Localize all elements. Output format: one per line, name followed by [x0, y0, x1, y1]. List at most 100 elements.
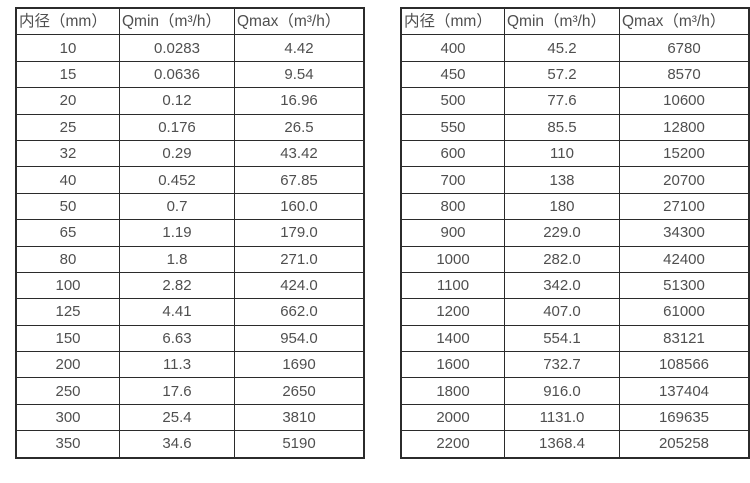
- table-row: 1400 554.1 83121: [400, 324, 750, 353]
- qmax-cell: 3810: [234, 403, 365, 432]
- diameter-cell: 40: [15, 166, 120, 194]
- diameter-cell: 1200: [400, 298, 505, 326]
- table-row: 25 0.176 26.5: [15, 113, 365, 141]
- qmin-cell: 1.8: [119, 245, 235, 273]
- diameter-cell: 1000: [400, 245, 505, 273]
- diameter-cell: 125: [15, 298, 120, 326]
- qmin-cell: 25.4: [119, 403, 235, 432]
- diameter-cell: 15: [15, 60, 120, 89]
- diameter-column-header: 内径（mm）: [400, 7, 505, 36]
- diameter-cell: 20: [15, 87, 120, 115]
- header-row: 内径（mm） Qmin（m³/h） Qmax（m³/h）: [400, 7, 750, 36]
- qmin-cell: 180: [504, 192, 620, 221]
- qmax-cell: 27100: [619, 192, 750, 221]
- qmax-cell: 83121: [619, 324, 750, 353]
- diameter-cell: 200: [15, 351, 120, 379]
- diameter-cell: 350: [15, 430, 120, 459]
- qmax-cell: 67.85: [234, 166, 365, 194]
- qmin-cell: 11.3: [119, 351, 235, 379]
- qmax-cell: 169635: [619, 403, 750, 432]
- table-row: 150 6.63 954.0: [15, 324, 365, 353]
- diameter-cell: 1100: [400, 271, 505, 300]
- qmin-cell: 1368.4: [504, 430, 620, 459]
- qmax-cell: 43.42: [234, 139, 365, 168]
- qmin-cell: 2.82: [119, 271, 235, 300]
- diameter-cell: 100: [15, 271, 120, 300]
- qmax-cell: 51300: [619, 271, 750, 300]
- table-row: 15 0.0636 9.54: [15, 60, 365, 89]
- qmax-cell: 424.0: [234, 271, 365, 300]
- qmin-cell: 0.7: [119, 192, 235, 221]
- diameter-cell: 500: [400, 87, 505, 115]
- qmin-cell: 1131.0: [504, 403, 620, 432]
- table-row: 550 85.5 12800: [400, 113, 750, 141]
- qmax-cell: 137404: [619, 377, 750, 405]
- table-row: 400 45.2 6780: [400, 34, 750, 62]
- qmin-column-header: Qmin（m³/h）: [504, 7, 620, 36]
- qmin-cell: 0.0283: [119, 34, 235, 62]
- diameter-cell: 10: [15, 34, 120, 62]
- qmax-cell: 271.0: [234, 245, 365, 273]
- qmin-cell: 282.0: [504, 245, 620, 273]
- table-row: 600 110 15200: [400, 139, 750, 168]
- table-row: 1200 407.0 61000: [400, 298, 750, 326]
- table-row: 20 0.12 16.96: [15, 87, 365, 115]
- qmax-column-header: Qmax（m³/h）: [619, 7, 750, 36]
- qmax-cell: 20700: [619, 166, 750, 194]
- qmax-column-header: Qmax（m³/h）: [234, 7, 365, 36]
- qmax-cell: 34300: [619, 219, 750, 247]
- table-row: 125 4.41 662.0: [15, 298, 365, 326]
- diameter-cell: 250: [15, 377, 120, 405]
- table-row: 80 1.8 271.0: [15, 245, 365, 273]
- table-row: 800 180 27100: [400, 192, 750, 221]
- table-row: 300 25.4 3810: [15, 403, 365, 432]
- qmax-cell: 108566: [619, 351, 750, 379]
- diameter-cell: 32: [15, 139, 120, 168]
- qmin-cell: 110: [504, 139, 620, 168]
- qmin-cell: 17.6: [119, 377, 235, 405]
- table-row: 1000 282.0 42400: [400, 245, 750, 273]
- diameter-cell: 2000: [400, 403, 505, 432]
- qmin-cell: 138: [504, 166, 620, 194]
- diameter-cell: 80: [15, 245, 120, 273]
- diameter-cell: 900: [400, 219, 505, 247]
- flow-rate-table-left: 内径（mm） Qmin（m³/h） Qmax（m³/h） 10 0.0283 4.42 15…: [15, 7, 365, 459]
- table-row: 900 229.0 34300: [400, 219, 750, 247]
- qmax-cell: 205258: [619, 430, 750, 459]
- diameter-cell: 550: [400, 113, 505, 141]
- qmin-cell: 77.6: [504, 87, 620, 115]
- table-row: 1600 732.7 108566: [400, 351, 750, 379]
- diameter-cell: 400: [400, 34, 505, 62]
- qmin-cell: 45.2: [504, 34, 620, 62]
- qmin-cell: 229.0: [504, 219, 620, 247]
- qmin-cell: 85.5: [504, 113, 620, 141]
- qmax-cell: 662.0: [234, 298, 365, 326]
- qmin-cell: 1.19: [119, 219, 235, 247]
- qmax-cell: 4.42: [234, 34, 365, 62]
- flow-rate-table-right: 内径（mm） Qmin（m³/h） Qmax（m³/h） 400 45.2 6780 450…: [400, 7, 750, 459]
- table-row: 50 0.7 160.0: [15, 192, 365, 221]
- qmin-cell: 6.63: [119, 324, 235, 353]
- diameter-cell: 1400: [400, 324, 505, 353]
- table-row: 2000 1131.0 169635: [400, 403, 750, 432]
- table-row: 40 0.452 67.85: [15, 166, 365, 194]
- qmax-cell: 61000: [619, 298, 750, 326]
- qmax-cell: 8570: [619, 60, 750, 89]
- table-row: 1100 342.0 51300: [400, 271, 750, 300]
- diameter-cell: 150: [15, 324, 120, 353]
- table-row: 2200 1368.4 205258: [400, 430, 750, 459]
- diameter-cell: 1600: [400, 351, 505, 379]
- qmax-cell: 6780: [619, 34, 750, 62]
- table-row: 32 0.29 43.42: [15, 139, 365, 168]
- diameter-cell: 300: [15, 403, 120, 432]
- qmax-cell: 12800: [619, 113, 750, 141]
- header-row: 内径（mm） Qmin（m³/h） Qmax（m³/h）: [15, 7, 365, 36]
- qmin-cell: 0.176: [119, 113, 235, 141]
- qmax-cell: 15200: [619, 139, 750, 168]
- diameter-cell: 450: [400, 60, 505, 89]
- table-row: 250 17.6 2650: [15, 377, 365, 405]
- qmin-cell: 57.2: [504, 60, 620, 89]
- qmax-cell: 2650: [234, 377, 365, 405]
- diameter-cell: 2200: [400, 430, 505, 459]
- table-row: 700 138 20700: [400, 166, 750, 194]
